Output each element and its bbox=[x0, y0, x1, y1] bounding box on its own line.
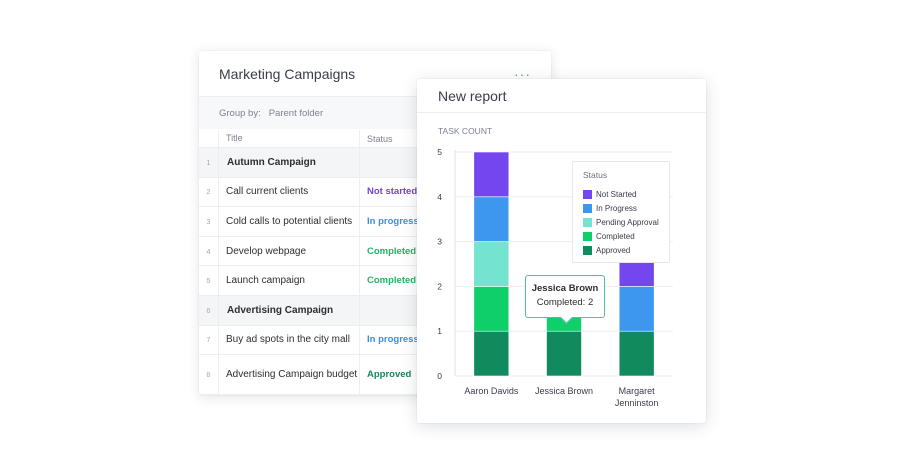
bar-segment[interactable] bbox=[618, 286, 655, 332]
chart-legend: Status Not Started In Progress Pending App… bbox=[572, 161, 670, 263]
table-row[interactable]: 5 Launch campaign Completed bbox=[199, 266, 551, 296]
y-tick-label: 0 bbox=[437, 371, 442, 381]
row-number: 6 bbox=[199, 295, 219, 325]
row-number: 2 bbox=[199, 177, 219, 207]
tooltip-value: Completed: 2 bbox=[536, 297, 594, 308]
task-title[interactable]: Buy ad spots in the city mall bbox=[219, 325, 360, 355]
table-header-row: Title Status bbox=[199, 130, 551, 148]
status-badge[interactable]: Completed bbox=[367, 275, 417, 287]
group-title[interactable]: Advertising Campaign bbox=[219, 295, 360, 325]
column-header-title[interactable]: Title bbox=[219, 130, 360, 147]
y-tick-label: 1 bbox=[437, 326, 442, 336]
legend-items: Not Started In Progress Pending Approval Co… bbox=[583, 187, 659, 257]
legend-swatch bbox=[583, 217, 592, 227]
legend-swatch bbox=[583, 231, 592, 241]
legend-item[interactable]: Approved bbox=[583, 243, 659, 257]
y-tick-label: 2 bbox=[437, 281, 442, 291]
new-report-panel: New report TASK COUNT 0 1 2 3 4 5 Aaron Davids J… bbox=[417, 79, 706, 423]
table-row[interactable]: 7 Buy ad spots in the city mall In progres… bbox=[199, 325, 551, 356]
y-tick-label: 4 bbox=[437, 192, 442, 202]
column-header-status[interactable]: Status bbox=[367, 133, 393, 144]
legend-label: In Progress bbox=[596, 203, 637, 213]
bar-segment[interactable] bbox=[473, 196, 510, 242]
table-body: 1 Autumn Campaign 2 Call current clients Not… bbox=[199, 148, 551, 395]
legend-item[interactable]: Not Started bbox=[583, 187, 659, 201]
task-title[interactable]: Cold calls to potential clients bbox=[219, 207, 360, 236]
status-badge[interactable]: In progress bbox=[367, 334, 419, 346]
row-number: 5 bbox=[199, 266, 219, 295]
legend-label: Completed bbox=[596, 231, 635, 241]
legend-label: Approved bbox=[596, 245, 631, 255]
report-title: New report bbox=[438, 87, 507, 104]
group-by-select[interactable]: Parent folder bbox=[268, 107, 324, 119]
table-row[interactable]: 3 Cold calls to potential clients In progr… bbox=[199, 207, 551, 237]
bar-segment[interactable] bbox=[546, 330, 582, 377]
tooltip-name: Jessica Brown bbox=[531, 283, 599, 294]
bar-segment[interactable] bbox=[473, 241, 510, 287]
task-title[interactable]: Launch campaign bbox=[219, 266, 360, 295]
x-tick-label: Margaret bbox=[619, 386, 656, 396]
row-number: 1 bbox=[199, 148, 219, 177]
legend-swatch bbox=[583, 203, 592, 213]
task-count-chart: TASK COUNT 0 1 2 3 4 5 Aaron Davids Jessica Brow… bbox=[417, 113, 706, 423]
status-badge[interactable]: Approved bbox=[367, 369, 412, 381]
legend-item[interactable]: Pending Approval bbox=[583, 215, 659, 229]
chart-tooltip: Jessica Brown Completed: 2 bbox=[525, 275, 605, 318]
legend-item[interactable]: In Progress bbox=[583, 201, 659, 215]
row-number-header bbox=[199, 130, 219, 147]
group-title[interactable]: Autumn Campaign bbox=[219, 148, 360, 177]
y-axis-title: TASK COUNT bbox=[438, 126, 492, 136]
row-number: 7 bbox=[199, 325, 219, 355]
y-tick-label: 5 bbox=[437, 147, 442, 157]
status-badge[interactable]: Not started bbox=[367, 186, 418, 198]
task-title[interactable]: Advertising Campaign budget bbox=[219, 355, 360, 395]
x-tick-label: Aaron Davids bbox=[464, 386, 519, 396]
legend-label: Pending Approval bbox=[596, 217, 659, 227]
table-row[interactable]: 8 Advertising Campaign budget Approved bbox=[199, 355, 551, 395]
bar-segment[interactable] bbox=[618, 330, 655, 377]
more-horizontal-icon[interactable]: ··· bbox=[514, 65, 531, 82]
task-title[interactable]: Develop webpage bbox=[219, 236, 360, 266]
bar-segment[interactable] bbox=[473, 330, 510, 377]
legend-swatch bbox=[583, 245, 592, 255]
task-title[interactable]: Call current clients bbox=[219, 177, 360, 207]
report-header: New report bbox=[417, 79, 706, 113]
x-tick-label: Jenninston bbox=[615, 398, 659, 408]
status-badge[interactable]: Completed bbox=[367, 245, 417, 257]
legend-swatch bbox=[583, 189, 592, 199]
bar-segment[interactable] bbox=[473, 151, 510, 198]
legend-item[interactable]: Completed bbox=[583, 229, 659, 243]
panel-title: Marketing Campaigns bbox=[219, 65, 356, 82]
tasks-table: Title Status 1 Autumn Campaign 2 Call curre… bbox=[199, 130, 551, 395]
table-row[interactable]: 4 Develop webpage Completed bbox=[199, 236, 551, 267]
status-badge[interactable]: In progress bbox=[367, 215, 419, 227]
stacked-bar-chart: TASK COUNT 0 1 2 3 4 5 Aaron Davids Jessica Brow… bbox=[437, 126, 673, 408]
row-number: 8 bbox=[199, 355, 219, 395]
y-tick-label: 3 bbox=[437, 237, 442, 247]
table-row[interactable]: 2 Call current clients Not started bbox=[199, 177, 551, 208]
row-number: 4 bbox=[199, 236, 219, 266]
group-by-label: Group by: bbox=[219, 107, 261, 119]
legend-label: Not Started bbox=[596, 189, 637, 199]
panel-header: Marketing Campaigns ··· bbox=[199, 51, 551, 97]
x-tick-label: Jessica Brown bbox=[535, 386, 593, 396]
row-number: 3 bbox=[199, 207, 219, 236]
bar-segment[interactable] bbox=[473, 286, 510, 332]
legend-title: Status bbox=[583, 170, 608, 180]
